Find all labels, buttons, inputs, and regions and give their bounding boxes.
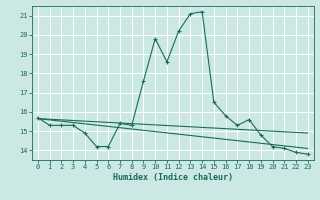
X-axis label: Humidex (Indice chaleur): Humidex (Indice chaleur) — [113, 173, 233, 182]
